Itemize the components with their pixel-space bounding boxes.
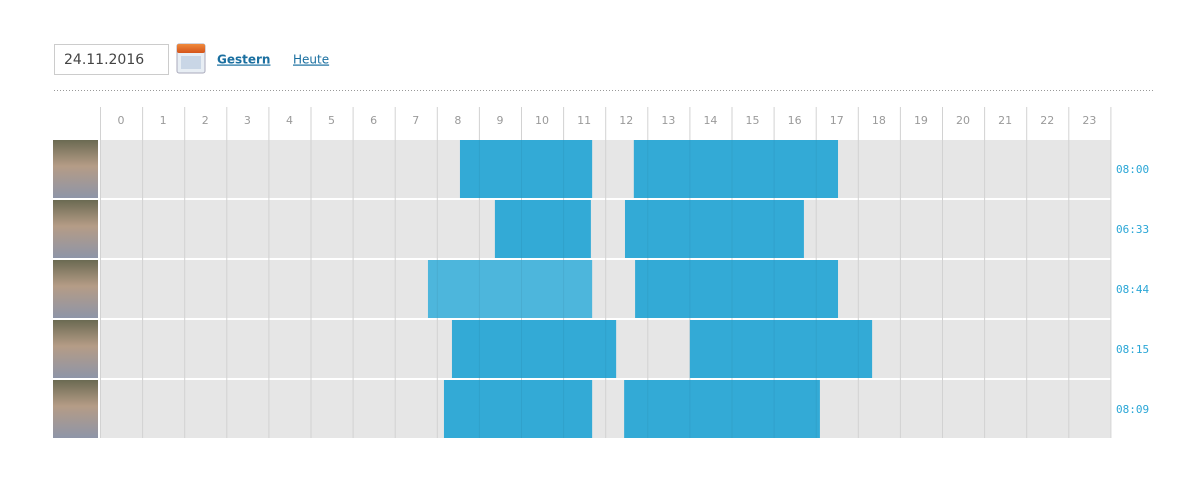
work-interval (624, 380, 820, 438)
hour-label: 7 (412, 114, 419, 127)
hour-label: 23 (1082, 114, 1096, 127)
hour-label: 9 (496, 114, 503, 127)
row-total: 08:00 (1116, 163, 1149, 176)
date-input[interactable] (54, 44, 169, 75)
work-interval (459, 140, 593, 198)
hour-label: 21 (998, 114, 1012, 127)
hour-label: 4 (286, 114, 293, 127)
work-interval (451, 320, 617, 378)
work-interval (443, 380, 593, 438)
hour-label: 5 (328, 114, 335, 127)
calendar-icon[interactable] (176, 43, 206, 74)
row-total: 08:44 (1116, 283, 1149, 296)
row-total: 08:09 (1116, 403, 1149, 416)
hour-label: 14 (703, 114, 717, 127)
hour-label: 1 (160, 114, 167, 127)
hour-label: 11 (577, 114, 591, 127)
hour-label: 8 (454, 114, 461, 127)
hour-label: 22 (1040, 114, 1054, 127)
row-total: 06:33 (1116, 223, 1149, 236)
hour-label: 20 (956, 114, 970, 127)
avatar (53, 140, 98, 198)
avatar (53, 260, 98, 318)
work-interval (689, 320, 873, 378)
hour-label: 15 (746, 114, 760, 127)
avatar (53, 380, 98, 438)
hour-label: 16 (788, 114, 802, 127)
hour-label: 13 (661, 114, 675, 127)
timeline: 0 1 2 3 4 5 6 7 8 9 10 11 12 13 14 15 16 17 18 19 20 21 22 2308… (53, 107, 1149, 438)
hour-label: 0 (118, 114, 125, 127)
avatar (53, 200, 98, 258)
work-interval (635, 260, 839, 318)
hour-label: 6 (370, 114, 377, 127)
link-today[interactable]: Heute (293, 53, 329, 67)
avatar (53, 320, 98, 378)
hour-label: 18 (872, 114, 886, 127)
hour-label: 10 (535, 114, 549, 127)
link-yesterday[interactable]: Gestern (217, 53, 270, 67)
date-value[interactable]: 24.11.2016 (64, 52, 144, 68)
hour-label: 12 (619, 114, 633, 127)
work-interval (427, 260, 593, 318)
work-interval (494, 200, 591, 258)
work-interval (624, 200, 804, 258)
hour-label: 17 (830, 114, 844, 127)
hour-label: 3 (244, 114, 251, 127)
hour-label: 19 (914, 114, 928, 127)
row-total: 08:15 (1116, 343, 1149, 356)
hour-label: 2 (202, 114, 209, 127)
work-interval (633, 140, 839, 198)
